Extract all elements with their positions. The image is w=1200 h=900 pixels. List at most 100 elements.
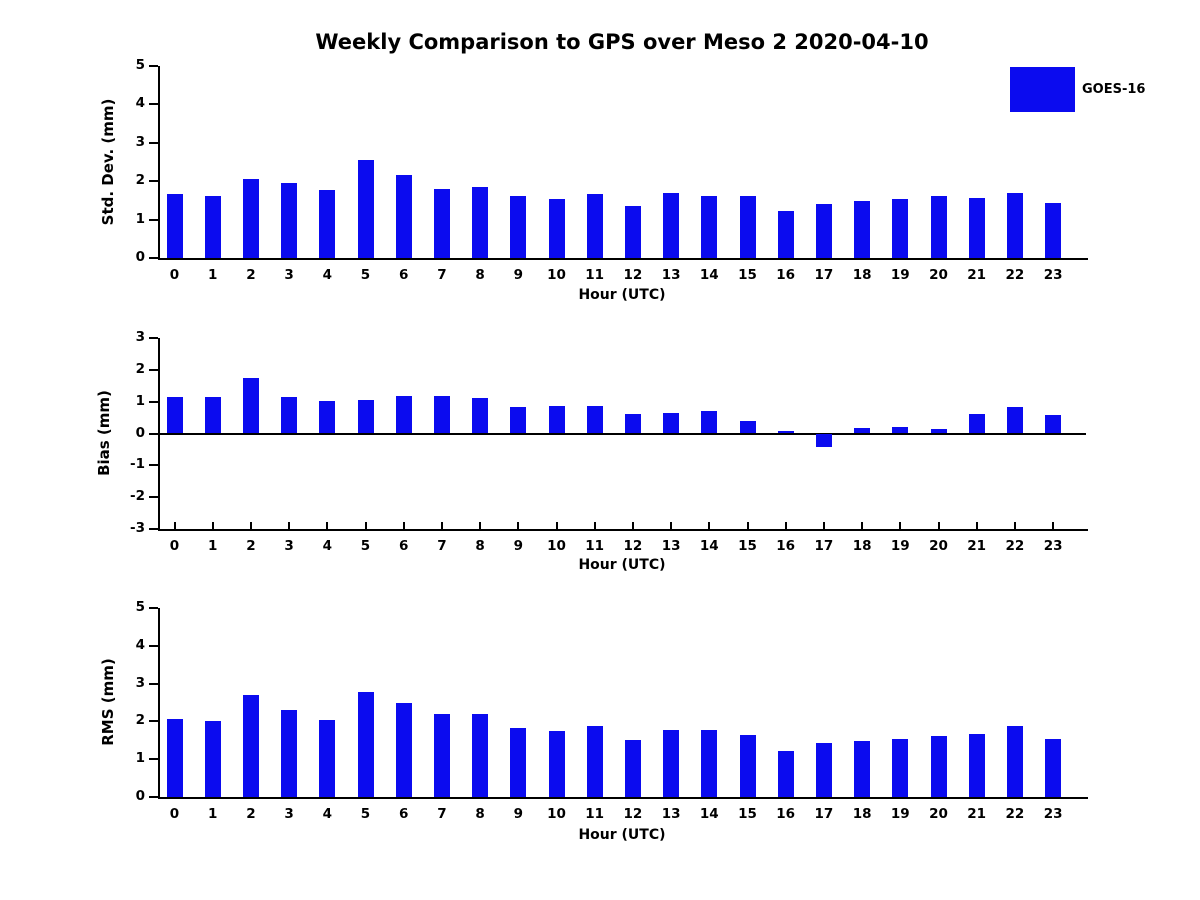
bar <box>1045 415 1062 434</box>
bar <box>204 396 221 434</box>
bar <box>472 397 489 434</box>
y-tick-mark <box>149 432 158 435</box>
bar <box>510 407 527 434</box>
bar <box>395 703 412 797</box>
x-tick-label: 12 <box>623 806 643 822</box>
bar <box>586 194 603 258</box>
bar <box>395 175 412 258</box>
x-tick-label: 17 <box>814 538 834 554</box>
x-tick-label: 11 <box>585 538 605 554</box>
x-tick-label: 1 <box>207 538 218 554</box>
bar <box>281 396 298 434</box>
plot-area-std-dev <box>158 66 1088 260</box>
bar <box>242 378 259 434</box>
y-tick-label: 3 <box>135 133 145 150</box>
y-tick-label: 4 <box>135 636 145 653</box>
x-tick-label: 8 <box>475 806 485 822</box>
y-tick-label: -2 <box>130 488 145 505</box>
y-tick-label: 2 <box>135 360 145 377</box>
x-tick-label: 2 <box>246 806 256 822</box>
x-tick-label: 22 <box>1005 267 1025 283</box>
bar <box>892 199 909 258</box>
bar <box>319 190 336 258</box>
bar <box>739 734 756 797</box>
x-tick-label: 20 <box>929 806 948 822</box>
bar <box>701 730 718 797</box>
bar <box>777 430 794 434</box>
x-tick-label: 22 <box>1005 806 1025 822</box>
bar <box>854 201 871 258</box>
bar <box>739 195 756 258</box>
y-tick-mark <box>149 607 158 609</box>
x-tick-label: 3 <box>284 267 294 283</box>
x-tick-label: 8 <box>475 538 485 554</box>
x-tick-label: 20 <box>929 267 948 283</box>
bar <box>433 189 450 258</box>
x-tick-mark <box>822 522 825 529</box>
x-tick-label: 17 <box>814 806 834 822</box>
y-tick-mark <box>149 65 158 67</box>
xaxis-title-std-dev: Hour (UTC) <box>578 287 666 303</box>
x-tick-mark <box>1013 522 1016 529</box>
bar <box>815 433 832 447</box>
x-tick-mark <box>746 522 749 529</box>
x-tick-label: 14 <box>699 806 719 822</box>
y-tick-label: 0 <box>135 249 145 265</box>
bar <box>777 211 794 258</box>
y-tick-mark <box>149 180 158 183</box>
y-tick-mark <box>149 644 158 647</box>
bar <box>854 428 871 434</box>
bar <box>968 413 985 434</box>
y-tick-label: 5 <box>135 599 145 615</box>
x-tick-label: 19 <box>890 538 910 554</box>
x-tick-label: 15 <box>738 267 757 283</box>
x-tick-label: 19 <box>890 267 910 283</box>
x-tick-label: 9 <box>513 538 523 554</box>
x-tick-label: 22 <box>1005 538 1025 554</box>
bar <box>242 179 259 258</box>
bar <box>548 406 565 434</box>
x-tick-label: 6 <box>398 267 409 283</box>
bar <box>815 742 832 797</box>
y-tick-mark <box>149 400 158 403</box>
x-tick-mark <box>937 522 940 529</box>
bar <box>357 399 374 434</box>
y-tick-label: 4 <box>135 95 145 112</box>
y-tick-label: 1 <box>135 392 145 409</box>
bar <box>166 396 183 434</box>
bar <box>701 410 718 434</box>
x-tick-label: 20 <box>929 538 948 554</box>
x-tick-label: 6 <box>398 806 409 822</box>
x-tick-label: 9 <box>513 267 523 283</box>
x-tick-label: 18 <box>852 806 872 822</box>
bar <box>701 195 718 258</box>
x-tick-label: 23 <box>1043 267 1063 283</box>
bar <box>892 427 909 434</box>
x-tick-label: 16 <box>776 806 796 822</box>
x-tick-mark <box>784 522 787 529</box>
x-tick-label: 0 <box>169 267 180 283</box>
x-tick-label: 1 <box>207 806 218 822</box>
bar <box>1006 725 1023 797</box>
x-tick-label: 12 <box>623 538 643 554</box>
bar <box>472 713 489 797</box>
x-tick-mark <box>899 522 902 529</box>
bar <box>663 729 680 797</box>
x-tick-label: 10 <box>547 806 566 822</box>
bar <box>319 719 336 797</box>
y-tick-label: -1 <box>130 456 145 473</box>
bar <box>739 421 756 434</box>
bar <box>1006 192 1023 258</box>
y-tick-mark <box>149 218 158 221</box>
x-tick-mark <box>479 522 482 529</box>
x-tick-label: 9 <box>513 806 523 822</box>
x-tick-label: 5 <box>360 267 371 283</box>
bar <box>357 691 374 797</box>
x-tick-mark <box>975 522 978 529</box>
y-tick-label: 5 <box>135 57 145 73</box>
x-tick-label: 21 <box>967 267 987 283</box>
bar <box>357 160 374 258</box>
x-tick-label: 1 <box>207 267 218 283</box>
bar <box>242 694 259 797</box>
bar <box>663 413 680 434</box>
